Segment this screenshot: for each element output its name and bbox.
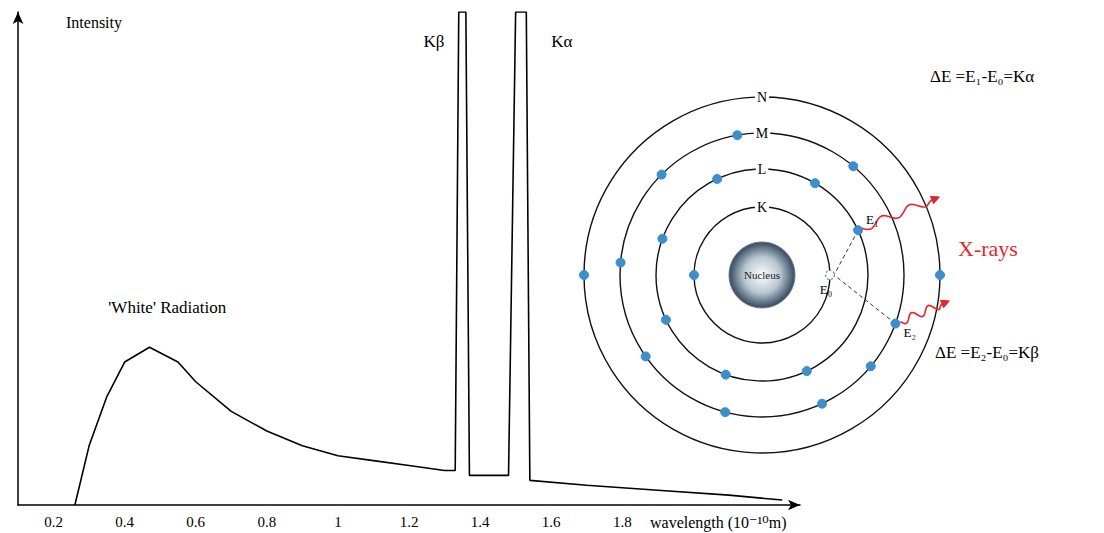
svg-text:1.6: 1.6 [542, 514, 561, 530]
svg-text:ΔE =E₂-E₀=Kβ: ΔE =E₂-E₀=Kβ [935, 343, 1039, 362]
svg-text:E₀: E₀ [820, 282, 832, 297]
svg-text:Nucleus: Nucleus [744, 269, 780, 281]
svg-text:Kα: Kα [551, 32, 572, 51]
svg-text:Kβ: Kβ [423, 32, 444, 51]
svg-text:1.8: 1.8 [613, 514, 632, 530]
svg-text:'White' Radiation: 'White' Radiation [108, 298, 227, 317]
svg-text:0.6: 0.6 [186, 514, 205, 530]
svg-text:N: N [757, 90, 767, 105]
svg-text:0.8: 0.8 [257, 514, 276, 530]
svg-text:M: M [756, 126, 769, 141]
svg-text:0.4: 0.4 [115, 514, 134, 530]
svg-text:K: K [757, 200, 767, 215]
svg-text:E₁: E₁ [866, 212, 878, 227]
svg-text:1.2: 1.2 [400, 514, 419, 530]
svg-text:E₂: E₂ [903, 325, 915, 340]
svg-text:0.2: 0.2 [44, 514, 63, 530]
svg-text:1.4: 1.4 [471, 514, 490, 530]
svg-text:wavelength (10⁻¹⁰m): wavelength (10⁻¹⁰m) [650, 514, 787, 532]
svg-text:ΔE =E₁-E₀=Kα: ΔE =E₁-E₀=Kα [930, 67, 1034, 86]
svg-text:L: L [758, 162, 767, 177]
svg-text:1: 1 [334, 514, 342, 530]
svg-text:Intensity: Intensity [66, 14, 122, 32]
svg-text:X-rays: X-rays [958, 236, 1018, 261]
